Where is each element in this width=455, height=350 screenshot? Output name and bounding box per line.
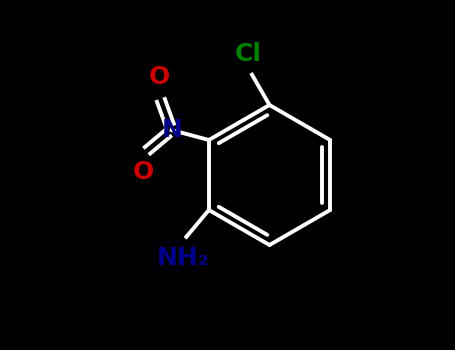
Text: N: N	[161, 118, 182, 142]
Text: Cl: Cl	[235, 42, 262, 66]
Text: NH₂: NH₂	[157, 246, 209, 270]
Text: O: O	[132, 160, 154, 184]
Text: O: O	[149, 65, 170, 90]
